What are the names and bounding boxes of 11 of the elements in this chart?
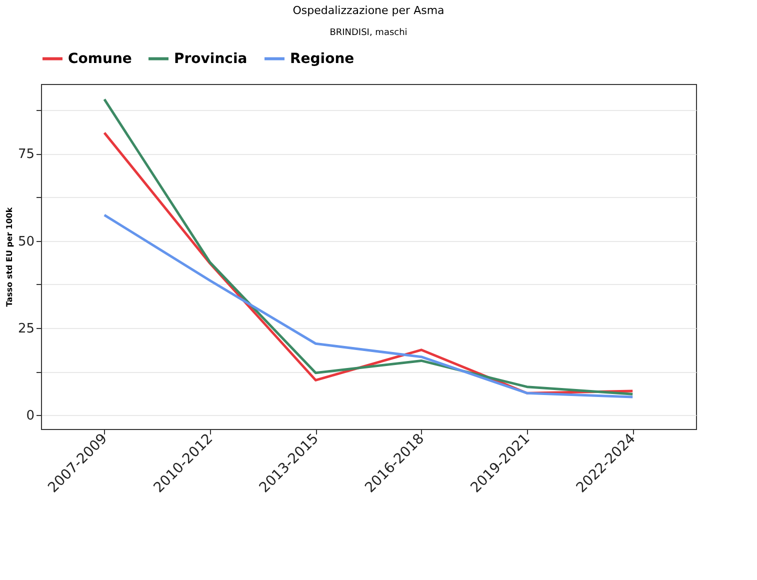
legend-label: Regione	[290, 50, 354, 67]
chart-title: Ospedalizzazione per Asma	[292, 4, 444, 17]
legend-label: Provincia	[174, 50, 248, 67]
legend-label: Comune	[68, 50, 132, 67]
chart-subtitle: BRINDISI, maschi	[330, 28, 408, 38]
y-tick-label: 25	[18, 321, 34, 336]
y-tick-label: 0	[26, 408, 34, 424]
y-tick-label: 50	[18, 234, 34, 250]
line-series	[103, 214, 634, 398]
y-axis-title: Tasso std EU per 100k	[4, 206, 14, 307]
y-tick-label: 75	[18, 147, 34, 162]
